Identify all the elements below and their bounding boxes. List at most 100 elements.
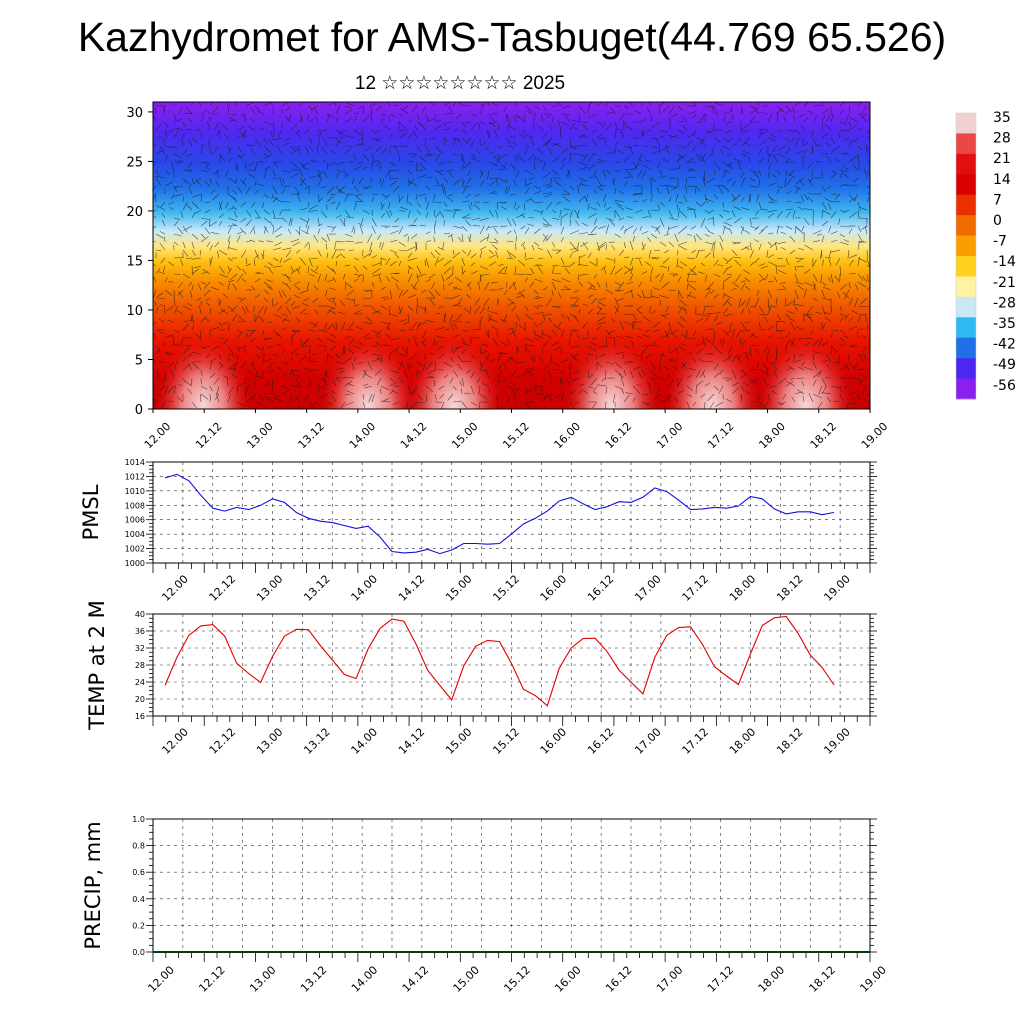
panel-x-tick-label: 13.00 <box>254 572 285 603</box>
panel-x-tick-label: 17.12 <box>680 572 711 603</box>
colorbar-swatch <box>956 256 976 277</box>
colorbar-label: 35 <box>993 110 1011 126</box>
panel-x-tick-label: 16.12 <box>603 963 634 994</box>
panel-y-tick-label: 20 <box>135 695 145 704</box>
heatmap-x-tick-label: 17.00 <box>654 420 685 451</box>
panel-y-tick-label: 1008 <box>125 501 145 510</box>
heatmap-x-tick-label: 14.12 <box>398 420 429 451</box>
colorbar-swatch <box>956 113 976 134</box>
panel-y-tick-label: 32 <box>135 644 145 653</box>
colorbar-label: -56 <box>993 378 1016 394</box>
cross-section-heatmap: 0 5 10 15 20 25 30 12.00 12.12 13.00 13.12 14.00 14.… <box>126 101 890 451</box>
colorbar-label: -42 <box>993 337 1016 353</box>
date-subtitle: 12 ☆☆☆☆☆☆☆☆ 2025 <box>354 73 566 94</box>
heatmap-x-tick-label: 18.12 <box>808 420 839 451</box>
colorbar-label: 21 <box>993 151 1011 167</box>
heatmap-x-tick-label: 16.12 <box>603 420 634 451</box>
panel-x-tick-label: 18.12 <box>774 572 805 603</box>
colorbar-label: -7 <box>993 234 1007 250</box>
panel-x-tick-label: 18.00 <box>727 725 758 756</box>
heatmap-y-tick-label: 30 <box>126 106 143 121</box>
panel-x-tick-label: 14.12 <box>396 572 427 603</box>
panel-x-tick-label: 19.00 <box>857 963 888 994</box>
series-line <box>164 473 835 555</box>
colorbar-swatch <box>956 215 976 237</box>
panel-x-tick-label: 16.00 <box>552 963 583 994</box>
panel-y-tick-label: 1014 <box>125 458 145 467</box>
panel-x-tick-label: 13.12 <box>298 963 329 994</box>
heatmap-warm-cell <box>664 331 761 409</box>
heatmap-y-tick-label: 20 <box>126 205 143 220</box>
colorbar-swatch <box>956 153 976 175</box>
panel-y-tick-label: 0.4 <box>132 895 145 904</box>
panel-x-tick-label: 12.00 <box>159 572 190 603</box>
panel-x-tick-label: 17.00 <box>632 572 663 603</box>
heatmap-x-tick-label: 12.12 <box>193 420 224 451</box>
panel-y-tick-label: 36 <box>135 627 145 636</box>
precip-panel: 0.0 0.2 0.4 0.6 0.8 1.0 12.00 12.12 13.00 13.12 14… <box>81 815 889 995</box>
colorbar-swatch <box>956 358 976 380</box>
heatmap-x-tick-label: 18.00 <box>756 420 787 451</box>
panel-axis-title: PMSL <box>79 484 103 540</box>
panel-x-tick-label: 15.12 <box>490 725 521 756</box>
panel-y-tick-label: 0.0 <box>132 948 145 957</box>
panel-x-tick-label: 14.00 <box>349 725 380 756</box>
colorbar-swatch <box>956 174 976 196</box>
colorbar-label: 7 <box>993 192 1002 208</box>
panel-y-tick-label: 28 <box>135 661 145 670</box>
colorbar-label: -14 <box>993 254 1016 270</box>
panel-x-tick-label: 12.12 <box>196 963 227 994</box>
colorbar-label: -21 <box>993 275 1016 291</box>
heatmap-y-tick-label: 0 <box>135 403 143 418</box>
colorbar-label: 0 <box>993 213 1002 229</box>
heatmap-x-tick-label: 17.12 <box>705 420 736 451</box>
heatmap-y-tick-label: 25 <box>126 155 143 170</box>
heatmap-y-tick-label: 10 <box>126 304 143 319</box>
panel-y-tick-label: 1002 <box>125 545 145 554</box>
panel-x-tick-label: 13.00 <box>247 963 278 994</box>
heatmap-x-tick-label: 14.00 <box>347 420 378 451</box>
colorbar-swatch <box>956 317 976 339</box>
panel-grid <box>153 614 870 716</box>
temp-panel: 16 20 24 28 32 36 40 12.00 12.12 13.00 13.12 14.00 1… <box>85 600 877 757</box>
colorbar-label: -49 <box>993 357 1016 373</box>
colorbar-label: 14 <box>993 172 1011 188</box>
heatmap-x-tick-label: 15.12 <box>500 420 531 451</box>
colorbar-label: -35 <box>993 316 1016 332</box>
panel-x-tick-label: 17.00 <box>632 725 663 756</box>
heatmap-x-tick-label: 16.00 <box>552 420 583 451</box>
panel-x-tick-label: 15.00 <box>443 725 474 756</box>
panel-y-tick-label: 1004 <box>125 530 145 539</box>
panel-x-tick-label: 15.12 <box>490 572 521 603</box>
heatmap-y-tick-label: 15 <box>126 254 143 269</box>
panel-x-tick-label: 15.12 <box>501 963 532 994</box>
colorbar-swatch <box>956 378 976 400</box>
panel-x-tick-label: 18.12 <box>774 725 805 756</box>
panel-x-tick-label: 16.00 <box>538 725 569 756</box>
panel-y-tick-label: 0.2 <box>132 921 145 930</box>
panel-x-tick-label: 13.12 <box>301 572 332 603</box>
colorbar-swatch <box>956 235 976 257</box>
heatmap-x-tick-label: 13.12 <box>296 420 327 451</box>
heatmap-warm-cell <box>155 331 252 409</box>
panel-x-tick-label: 12.00 <box>145 963 176 994</box>
panel-y-tick-label: 0.8 <box>132 842 145 851</box>
panel-axis-title: PRECIP, mm <box>81 821 105 949</box>
panel-x-tick-label: 19.00 <box>821 725 852 756</box>
panel-x-tick-label: 14.00 <box>349 572 380 603</box>
panel-y-tick-label: 1000 <box>125 559 145 568</box>
panel-x-tick-label: 16.00 <box>538 572 569 603</box>
panel-x-tick-label: 12.12 <box>207 572 238 603</box>
panel-x-tick-label: 19.00 <box>821 572 852 603</box>
colorbar-swatch <box>956 133 976 155</box>
panel-x-tick-label: 17.00 <box>654 963 685 994</box>
colorbar-swatch <box>956 194 976 216</box>
heatmap-x-tick-label: 12.00 <box>142 420 173 451</box>
wind-vectors <box>153 102 870 409</box>
panel-x-tick-label: 14.12 <box>396 725 427 756</box>
panel-y-tick-label: 1010 <box>125 487 145 496</box>
heatmap-x-tick-label: 19.00 <box>859 420 890 451</box>
panel-grid <box>153 462 870 563</box>
panel-axis-title: TEMP at 2 M <box>85 600 109 731</box>
